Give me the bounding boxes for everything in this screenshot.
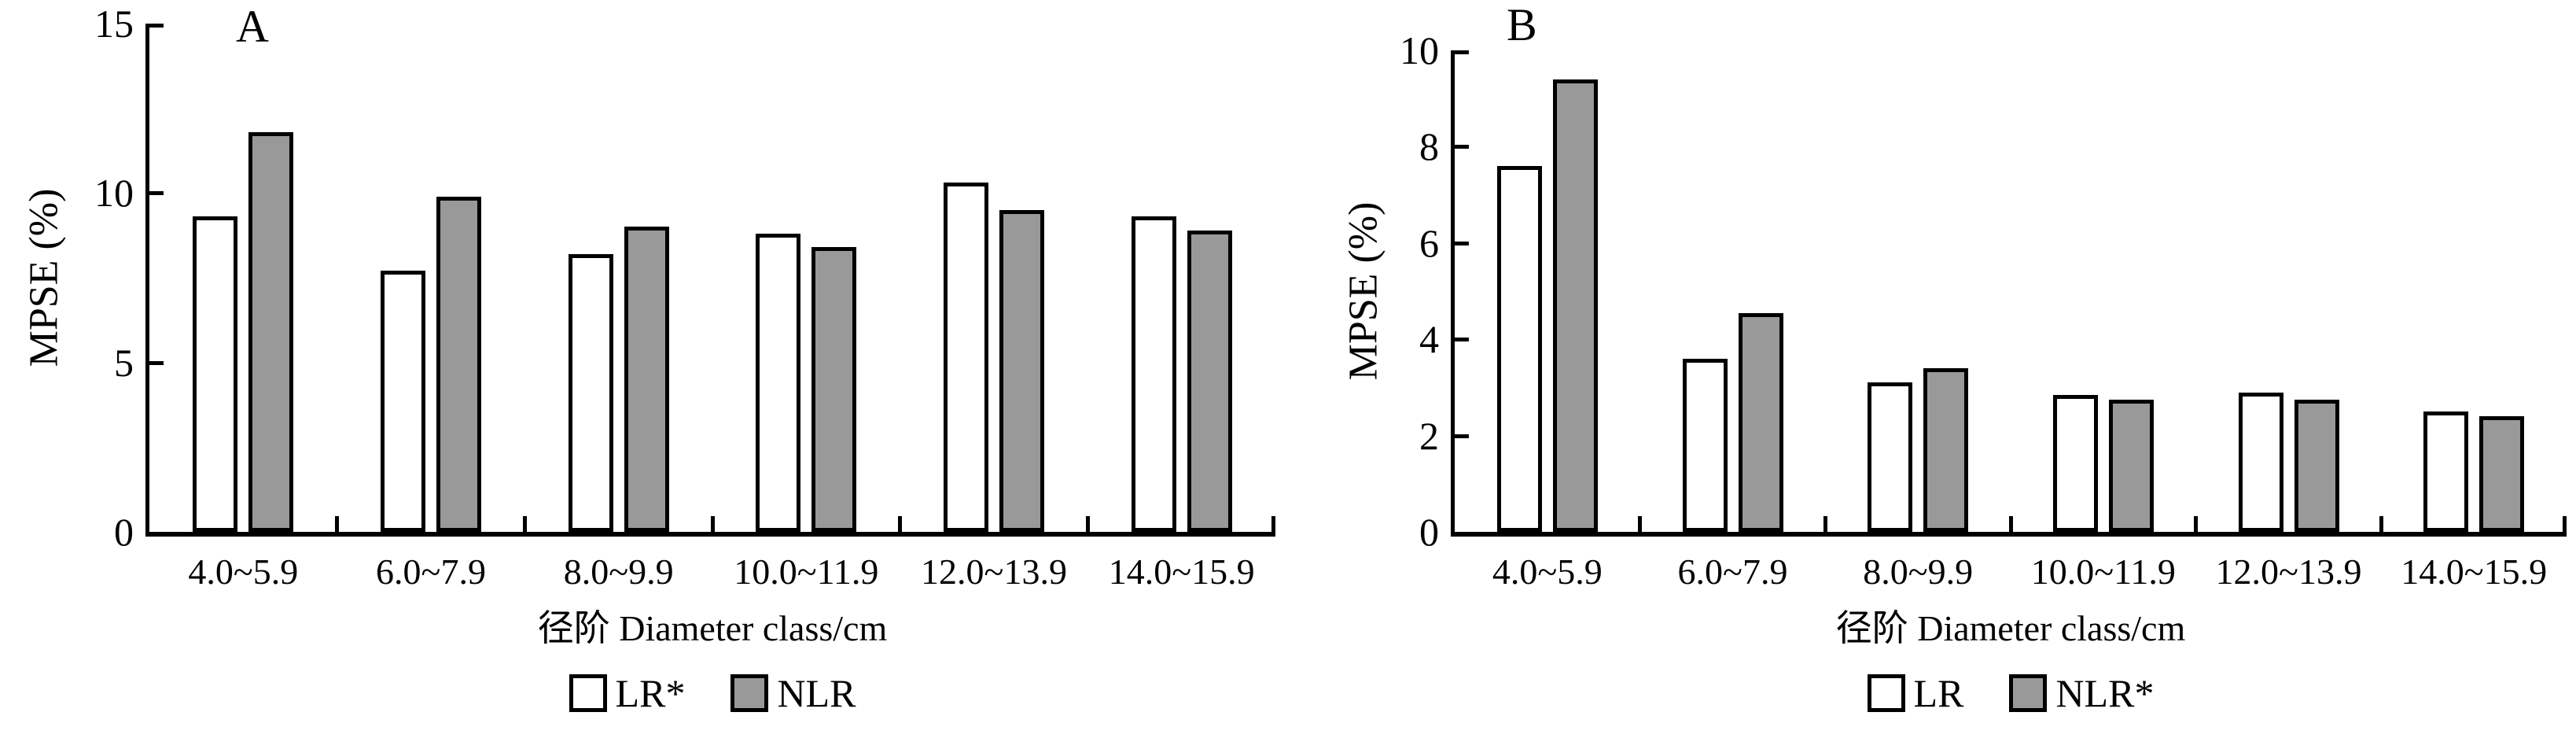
x-category-label: 4.0~5.9 (1492, 552, 1603, 592)
x-axis-title: 径阶 Diameter class/cm (537, 608, 888, 648)
x-tick (2379, 516, 2383, 532)
y-tick-label: 8 (1419, 124, 1439, 169)
legend-item-nlr: NLR* (2009, 673, 2154, 713)
y-tick-label: 10 (94, 171, 134, 216)
y-tick (149, 191, 164, 196)
y-axis-line (1451, 50, 1455, 537)
legend-swatch-nlr (730, 674, 769, 712)
x-tick (710, 516, 715, 532)
bar-nlr-6.0~7.9 (436, 197, 481, 532)
y-tick-label: 6 (1419, 220, 1439, 265)
bar-lr-12.0~13.9 (2238, 393, 2283, 532)
x-category-label: 12.0~13.9 (2215, 552, 2362, 592)
bar-nlr-12.0~13.9 (2294, 400, 2339, 532)
bar-nlr-4.0~5.9 (1552, 79, 1598, 532)
y-tick-label: 5 (114, 340, 134, 385)
x-category-label: 14.0~15.9 (2401, 552, 2548, 592)
legend: LR NLR* (1455, 673, 2567, 713)
x-category-label: 4.0~5.9 (188, 552, 299, 592)
y-tick (149, 24, 164, 28)
bar-nlr-10.0~11.9 (2108, 400, 2154, 532)
legend: LR* NLR (149, 673, 1275, 713)
legend-item-nlr: NLR (730, 673, 856, 713)
bar-lr-12.0~13.9 (944, 183, 988, 532)
bar-lr-14.0~15.9 (1131, 216, 1176, 532)
legend-label-nlr: NLR* (2055, 671, 2155, 715)
legend-swatch-nlr (2009, 674, 2048, 712)
bar-nlr-14.0~15.9 (2479, 416, 2525, 532)
panel-letter-b: B (1507, 0, 1537, 50)
y-tick (149, 360, 164, 365)
legend-label-lr: LR* (615, 671, 686, 715)
y-tick (1455, 241, 1469, 245)
x-tick (335, 516, 340, 532)
x-tick (2563, 516, 2567, 532)
bar-lr-8.0~9.9 (1868, 382, 1913, 532)
legend-label-lr: LR (1913, 671, 1964, 715)
bar-lr-8.0~9.9 (568, 254, 613, 532)
y-tick-label: 0 (114, 510, 134, 554)
bar-lr-10.0~11.9 (2052, 395, 2098, 532)
y-axis-title: MPSE (%) (21, 188, 67, 367)
bar-lr-4.0~5.9 (193, 216, 238, 532)
bar-lr-6.0~7.9 (381, 271, 425, 532)
bar-nlr-6.0~7.9 (1738, 313, 1783, 532)
bar-nlr-8.0~9.9 (624, 227, 669, 532)
x-category-label: 10.0~11.9 (734, 552, 879, 592)
x-category-label: 12.0~13.9 (921, 552, 1067, 592)
x-category-label: 14.0~15.9 (1108, 552, 1255, 592)
x-axis-line (1451, 532, 2567, 537)
legend-item-lr: LR* (569, 671, 686, 715)
bar-nlr-8.0~9.9 (1923, 368, 1969, 532)
y-tick-label: 4 (1419, 317, 1439, 362)
bar-nlr-14.0~15.9 (1187, 231, 1232, 532)
bar-nlr-12.0~13.9 (999, 210, 1044, 532)
bar-lr-10.0~11.9 (756, 234, 801, 532)
x-tick (898, 516, 903, 532)
y-tick-label: 10 (1400, 28, 1439, 72)
y-axis-line (145, 24, 149, 537)
legend-swatch-lr (1867, 674, 1905, 712)
legend-swatch-lr (569, 674, 607, 712)
x-category-label: 6.0~7.9 (1677, 552, 1788, 592)
panel-b: 0 2 4 6 8 10 4.0~5.9 6.0~7.9 8.0~9.9 10.0~11.9 12.… (1288, 0, 2576, 738)
legend-label-nlr: NLR (777, 671, 856, 715)
y-tick-label: 2 (1419, 413, 1439, 458)
x-axis-title: 径阶 Diameter class/cm (1835, 608, 2186, 648)
x-category-label: 10.0~11.9 (2030, 552, 2176, 592)
legend-item-lr: LR (1867, 671, 1964, 715)
y-tick-label: 15 (94, 2, 134, 46)
x-tick (1271, 516, 1275, 532)
bar-lr-14.0~15.9 (2423, 411, 2469, 532)
bar-nlr-4.0~5.9 (248, 132, 294, 532)
y-tick (1455, 50, 1469, 54)
x-tick (1638, 516, 1643, 532)
x-category-label: 8.0~9.9 (563, 552, 674, 592)
y-tick-label: 0 (1419, 510, 1439, 554)
bar-nlr-10.0~11.9 (811, 247, 857, 532)
y-axis-title: MPSE (%) (1341, 201, 1386, 381)
x-category-label: 8.0~9.9 (1863, 552, 1974, 592)
x-tick (2008, 516, 2013, 532)
x-category-label: 6.0~7.9 (376, 552, 486, 592)
y-tick (1455, 338, 1469, 342)
panel-letter-a: A (236, 1, 269, 52)
x-axis-line (145, 532, 1275, 537)
panel-a: 0 5 10 15 4.0~5.9 6.0~7.9 8.0~9.9 10.0~11.9 12.0… (21, 1, 1275, 713)
x-tick (2194, 516, 2199, 532)
x-tick (1085, 516, 1090, 532)
x-tick (522, 516, 527, 532)
y-tick (1455, 434, 1469, 438)
bar-lr-6.0~7.9 (1682, 359, 1728, 532)
x-tick (1823, 516, 1827, 532)
y-tick (1455, 145, 1469, 149)
bar-lr-4.0~5.9 (1496, 166, 1542, 532)
